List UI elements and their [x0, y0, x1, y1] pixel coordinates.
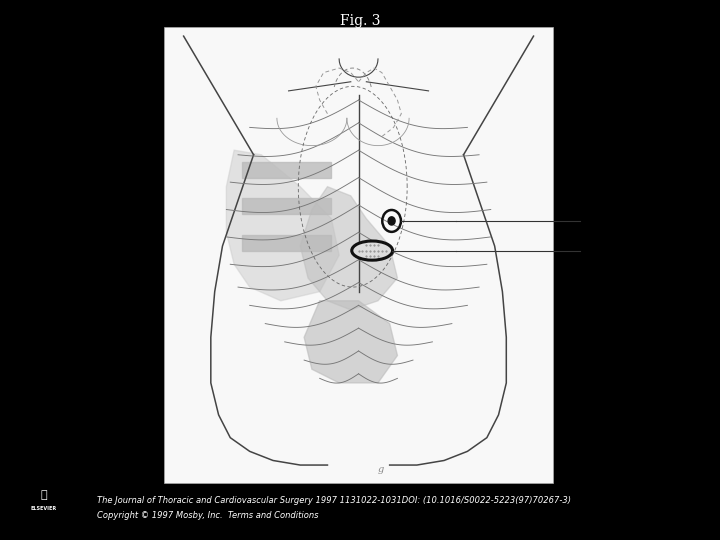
Text: Copyright © 1997 Mosby, Inc.  Terms and Conditions: Copyright © 1997 Mosby, Inc. Terms and C… — [97, 511, 319, 520]
Polygon shape — [300, 187, 397, 310]
Text: Thoracoscopic Port: Thoracoscopic Port — [582, 300, 688, 310]
Text: ELSEVIER: ELSEVIER — [30, 507, 57, 511]
Polygon shape — [304, 301, 397, 383]
Text: Fig. 3: Fig. 3 — [340, 14, 380, 28]
Ellipse shape — [353, 242, 391, 259]
Polygon shape — [226, 150, 339, 301]
Bar — [164, 27, 553, 483]
Text: Oval Port (3° ICS): Oval Port (3° ICS) — [582, 334, 679, 344]
Text: The Journal of Thoracic and Cardiovascular Surgery 1997 1131022-1031DOI: (10.101: The Journal of Thoracic and Cardiovascul… — [97, 496, 571, 505]
Polygon shape — [242, 161, 331, 178]
Polygon shape — [242, 198, 331, 214]
Polygon shape — [242, 234, 331, 251]
Text: g: g — [378, 465, 384, 474]
Text: 🌿: 🌿 — [40, 490, 47, 500]
Circle shape — [388, 217, 395, 225]
